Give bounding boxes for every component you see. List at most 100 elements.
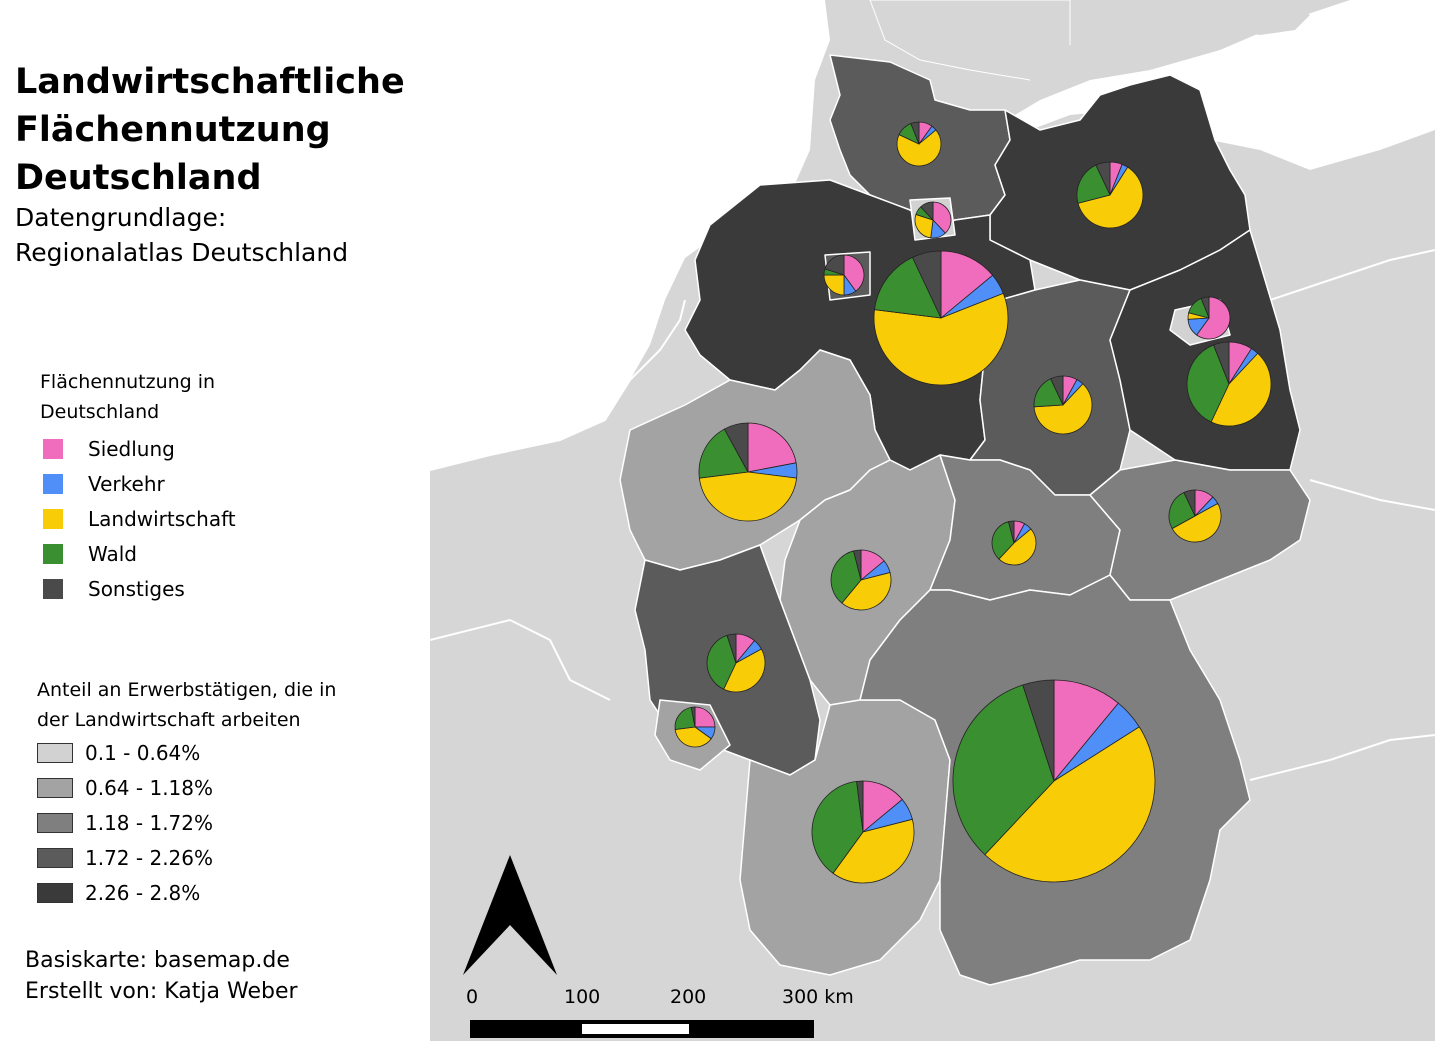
pie-hamburg: [914, 201, 952, 239]
pie-slice-wald: [952, 684, 1055, 856]
scale-label: 200: [670, 986, 707, 1008]
baltic-sea: [990, 0, 1435, 170]
country-border: [429, 618, 611, 701]
scale-label: 100: [564, 986, 601, 1008]
class-swatch: [37, 743, 73, 763]
pie-brandenburg: [1186, 341, 1272, 427]
pie-slice-landwirtschaft: [1171, 502, 1222, 543]
pie-slice-sonstiges: [1095, 161, 1111, 196]
map-canvas: 0 100 200 300 km: [429, 0, 1435, 1041]
legend-item-sonstiges: Sonstiges: [43, 572, 185, 606]
pie-slice-sonstiges: [824, 254, 845, 276]
pie-slice-landwirtschaft: [1210, 352, 1272, 427]
pie-slice-wald: [674, 706, 696, 730]
map-credits: Basiskarte: basemap.de Erstellt von: Kat…: [25, 948, 298, 1004]
pie-slice-siedlung: [694, 706, 716, 728]
pie-mecklenburg-vorpommern: [1076, 161, 1144, 229]
pie-slice-sonstiges: [1022, 679, 1055, 782]
country-border: [1309, 479, 1435, 511]
pie-slice-sonstiges: [1200, 296, 1210, 319]
pie-slice-sonstiges: [690, 706, 696, 728]
north-sea: [430, 0, 830, 470]
island: [1190, 0, 1310, 35]
pie-slice-sonstiges: [856, 780, 864, 833]
landuse-legend-heading: Flächennutzung in Deutschland: [40, 371, 216, 423]
island: [1010, 45, 1090, 85]
pie-slice-siedlung: [843, 254, 865, 292]
scale-bar: [470, 1020, 814, 1038]
legend-swatch: [43, 509, 63, 529]
pie-slice-landwirtschaft: [984, 726, 1156, 883]
pie-niedersachsen: [873, 250, 1009, 386]
pie-berlin: [1187, 296, 1231, 340]
pie-slice-landwirtschaft: [873, 292, 1009, 386]
legend-item-wald: Wald: [43, 537, 137, 571]
pie-slice-landwirtschaft: [1033, 383, 1093, 435]
pie-slice-wald: [874, 256, 942, 319]
pie-bayern: [952, 679, 1156, 883]
legend-item-siedlung: Siedlung: [43, 432, 175, 466]
map-title: Landwirtschaftliche Flächennutzung Deuts…: [15, 62, 405, 198]
pie-slice-landwirtschaft: [674, 726, 712, 748]
scale-label: 300 km: [782, 986, 854, 1008]
pie-slice-sonstiges: [911, 250, 942, 319]
pie-slice-sonstiges: [726, 633, 737, 664]
pie-slice-wald: [698, 428, 749, 479]
class-legend-item-3: 1.18 - 1.72%: [37, 806, 213, 840]
pie-slice-wald: [1076, 164, 1111, 204]
pie-baden-w-rttemberg: [811, 780, 915, 884]
pie-slice-wald: [1168, 491, 1196, 530]
pie-slice-siedlung: [932, 201, 952, 234]
pie-schleswig-holstein: [896, 121, 942, 167]
pie-slice-landwirtschaft: [998, 528, 1037, 566]
pie-saarland: [674, 706, 716, 748]
legend-swatch: [43, 439, 63, 459]
legend-item-verkehr: Verkehr: [43, 467, 165, 501]
class-swatch: [37, 778, 73, 798]
scale-label: 0: [466, 986, 479, 1008]
pie-slice-wald: [706, 634, 737, 690]
north-arrow-icon: [463, 855, 557, 975]
legend-swatch: [43, 474, 63, 494]
legend-item-landwirtschaft: Landwirtschaft: [43, 502, 236, 536]
class-legend-item-5: 2.26 - 2.8%: [37, 876, 200, 910]
pie-slice-landwirtschaft: [823, 274, 845, 296]
pie-slice-wald: [830, 550, 862, 604]
pie-slice-wald: [1186, 344, 1230, 423]
class-swatch: [37, 813, 73, 833]
pie-sachsen: [1168, 489, 1222, 543]
pie-slice-wald: [991, 521, 1015, 560]
class-legend-item-2: 0.64 - 1.18%: [37, 771, 213, 805]
pie-slice-sonstiges: [920, 201, 934, 222]
pie-slice-sonstiges: [1050, 375, 1064, 406]
map-svg: [429, 0, 1435, 1041]
class-legend-item-4: 1.72 - 2.26%: [37, 841, 213, 875]
pie-slice-siedlung: [940, 250, 994, 319]
pie-slice-sonstiges: [1008, 520, 1015, 544]
class-swatch: [37, 848, 73, 868]
pie-bremen: [823, 254, 865, 296]
pie-slice-sonstiges: [1213, 341, 1230, 385]
class-swatch: [37, 883, 73, 903]
country-border: [1249, 734, 1435, 781]
share-legend-heading: Anteil an Erwerbstätigen, die in der Lan…: [37, 679, 337, 731]
pie-sachsen-anhalt: [1033, 375, 1093, 435]
pie-slice-landwirtschaft: [832, 818, 915, 884]
pie-th-ringen: [991, 520, 1037, 566]
pie-slice-landwirtschaft: [698, 471, 798, 522]
country-border: [1269, 249, 1435, 301]
pie-rheinland-pfalz: [706, 633, 766, 693]
pie-slice-sonstiges: [910, 121, 920, 145]
pie-slice-landwirtschaft: [723, 648, 766, 693]
pie-slice-sonstiges: [1183, 489, 1196, 517]
pie-slice-sonstiges: [723, 422, 749, 473]
class-legend-item-1: 0.1 - 0.64%: [37, 736, 200, 770]
pie-slice-landwirtschaft: [841, 572, 892, 611]
legend-swatch: [43, 579, 63, 599]
pie-chart-layer: [674, 121, 1272, 884]
pie-slice-siedlung: [747, 422, 797, 473]
legend-swatch: [43, 544, 63, 564]
pie-slice-wald: [811, 780, 864, 874]
legend-panel: Landwirtschaftliche Flächennutzung Deuts…: [0, 0, 430, 1041]
pie-slice-siedlung: [1053, 679, 1119, 783]
